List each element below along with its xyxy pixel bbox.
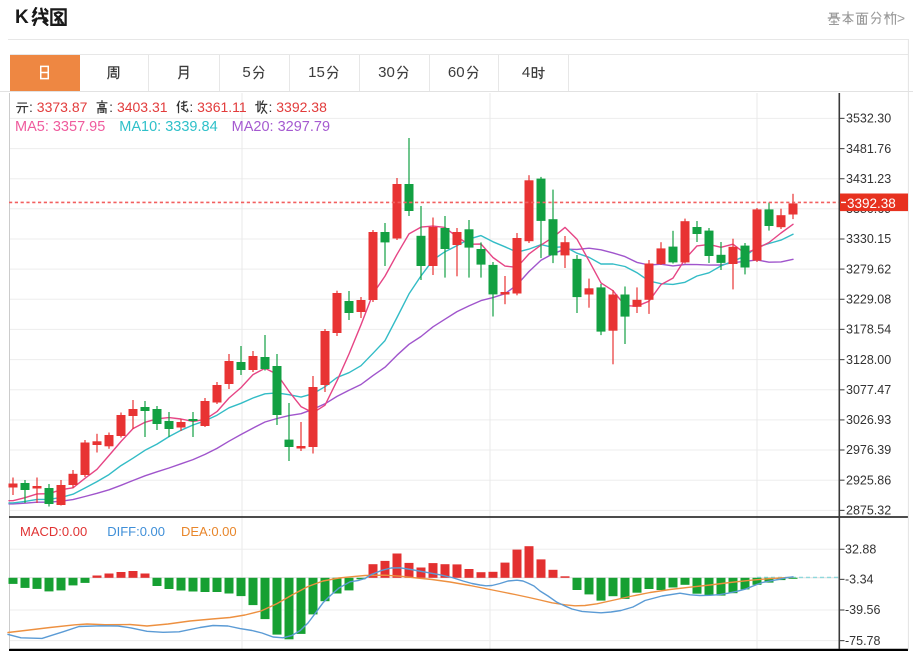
svg-text:-75.78: -75.78 [845, 634, 880, 648]
svg-text:3481.76: 3481.76 [846, 142, 891, 156]
svg-text:2976.39: 2976.39 [846, 443, 891, 457]
svg-text:3392.38: 3392.38 [847, 196, 896, 211]
svg-text:2925.86: 2925.86 [846, 473, 891, 487]
svg-text:3431.23: 3431.23 [846, 172, 891, 186]
svg-text:-39.56: -39.56 [845, 603, 880, 617]
svg-text:3128.00: 3128.00 [846, 353, 891, 367]
svg-text:3178.54: 3178.54 [846, 323, 891, 337]
svg-text:3077.47: 3077.47 [846, 383, 891, 397]
svg-text:32.88: 32.88 [845, 543, 876, 557]
svg-text:-3.34: -3.34 [845, 573, 874, 587]
svg-text:3229.08: 3229.08 [846, 293, 891, 307]
svg-text:3532.30: 3532.30 [846, 112, 891, 126]
svg-text:2875.32: 2875.32 [846, 504, 891, 518]
svg-text:3330.15: 3330.15 [846, 232, 891, 246]
svg-text:3279.62: 3279.62 [846, 262, 891, 276]
svg-text:3026.93: 3026.93 [846, 413, 891, 427]
